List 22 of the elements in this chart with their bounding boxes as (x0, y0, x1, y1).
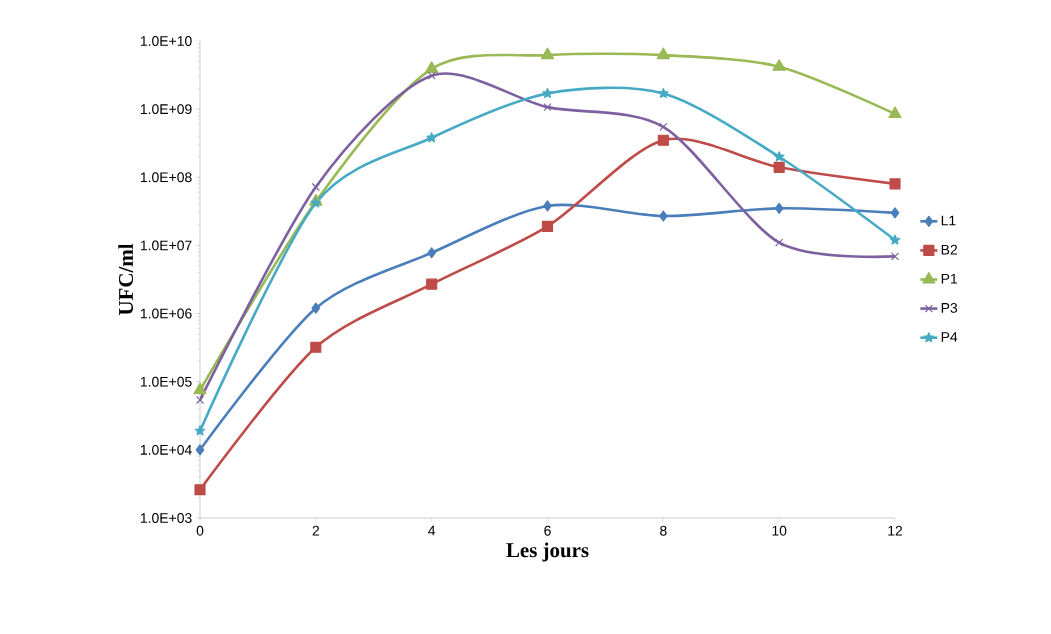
x-tick-label: 4 (428, 525, 436, 536)
legend-label: P3 (941, 302, 958, 313)
legend-label: B2 (941, 244, 957, 255)
x-tick-label: 2 (312, 525, 320, 536)
x-tick-label: 8 (660, 525, 667, 536)
y-tick-label: 1.0E+04 (140, 444, 192, 455)
y-tick-label: 1.0E+09 (140, 104, 192, 115)
x-tick-label: 10 (772, 525, 787, 536)
y-tick-label: 1.0E+05 (140, 376, 192, 387)
y-tick-label: 1.0E+10 (140, 36, 192, 46)
x-axis-title: Les jours (506, 542, 589, 562)
x-tick-label: 12 (888, 525, 903, 536)
x-tick-label: 6 (544, 525, 551, 536)
x-tick-label: 0 (196, 525, 204, 536)
legend-label: L1 (941, 215, 956, 226)
y-tick-label: 1.0E+06 (140, 308, 192, 319)
y-axis-title: UFC/ml (118, 243, 134, 315)
legend-label: P1 (941, 273, 958, 284)
y-tick-label: 1.0E+03 (140, 513, 192, 523)
y-tick-label: 1.0E+08 (140, 172, 192, 183)
y-tick-label: 1.0E+07 (140, 240, 192, 251)
legend-label: P4 (941, 332, 958, 342)
